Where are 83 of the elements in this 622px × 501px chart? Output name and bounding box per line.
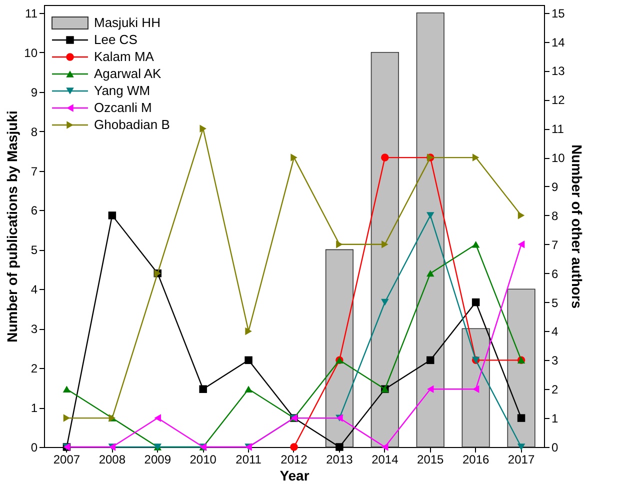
y-tick-label: 11 — [25, 6, 38, 20]
point — [518, 212, 525, 220]
point — [427, 385, 434, 393]
y2-tick-label: 11 — [552, 122, 564, 136]
y2-tick-label: 5 — [552, 296, 558, 310]
y-tick-label: 7 — [30, 164, 38, 178]
point — [517, 414, 526, 422]
x-tick-label: 2013 — [326, 452, 354, 466]
y-axis-title: Number of publications by Masjuki — [4, 110, 20, 342]
y2-tick-label: 7 — [552, 238, 558, 252]
point — [245, 327, 252, 336]
y-tick-label: 1 — [30, 401, 38, 416]
bar — [507, 288, 536, 448]
x-tick-label: 2015 — [417, 452, 444, 466]
point — [382, 240, 388, 248]
bar — [370, 52, 399, 448]
x-tick-label: 2009 — [144, 452, 172, 466]
x-tick-label: 2010 — [190, 452, 217, 466]
y2-tick-label: 9 — [552, 180, 558, 194]
x-tick-label: 2017 — [508, 452, 535, 466]
x-axis-title: Year — [280, 468, 310, 484]
y2-tick-label: 6 — [552, 266, 558, 281]
x-tick-label: 2012 — [280, 452, 308, 466]
point — [472, 385, 480, 393]
y2-tick-label: 2 — [552, 382, 558, 397]
legend-label: Yang WM — [94, 83, 150, 98]
point — [244, 356, 252, 364]
legend-label: Ghobadian B — [94, 117, 170, 132]
point — [472, 298, 480, 306]
point — [472, 154, 480, 162]
y-tick-label: 9 — [30, 85, 38, 100]
y2-axis-title: Number of other authors — [568, 144, 585, 309]
point — [382, 443, 388, 451]
y-tick-label: 8 — [30, 124, 38, 139]
legend-label: Lee CS — [94, 32, 138, 47]
point — [63, 414, 70, 422]
point — [154, 414, 161, 422]
point — [290, 443, 298, 451]
x-tick-label: 2016 — [462, 452, 490, 466]
y2-tick-label: 14 — [552, 35, 566, 50]
point — [472, 241, 480, 248]
y-tick-label: 5 — [30, 243, 38, 258]
point — [426, 356, 434, 364]
point — [62, 386, 71, 392]
y-tick-label: 6 — [30, 204, 38, 218]
point — [290, 154, 298, 162]
point — [244, 386, 252, 392]
y2-tick-label: 10 — [552, 151, 566, 166]
y2-tick-label: 3 — [552, 354, 558, 368]
y2-tick-label: 8 — [552, 208, 558, 223]
bar — [325, 249, 354, 448]
point — [426, 270, 434, 277]
legend-label: Agarwal AK — [94, 66, 162, 81]
y-tick-label: 10 — [24, 46, 38, 60]
y-tick-label: 2 — [30, 362, 38, 376]
y2-tick-label: 12 — [552, 93, 566, 108]
point — [336, 443, 344, 451]
point — [517, 444, 526, 450]
point — [518, 240, 525, 248]
y2-tick-label: 0 — [552, 440, 558, 454]
y2-tick-label: 13 — [552, 64, 566, 78]
y2-tick-label: 1 — [552, 412, 558, 426]
x-tick-label: 2011 — [236, 452, 262, 466]
legend-label: Ozcanli M — [94, 100, 152, 115]
bar — [416, 12, 444, 448]
y-tick-label: 0 — [30, 440, 38, 454]
x-tick-label: 2007 — [53, 452, 80, 466]
legend-label: Masjuki HH — [94, 15, 160, 30]
x-tick-label: 2008 — [98, 452, 126, 466]
bar — [462, 328, 490, 448]
point — [381, 154, 389, 162]
point — [199, 385, 207, 393]
point — [108, 212, 116, 220]
point — [336, 240, 343, 248]
legend-label: Kalam MA — [94, 49, 154, 64]
point — [200, 124, 206, 132]
y2-tick-label: 15 — [552, 6, 566, 20]
y-tick-label: 3 — [30, 322, 38, 336]
point — [426, 212, 434, 219]
point — [381, 298, 389, 306]
y2-tick-label: 4 — [552, 324, 558, 339]
y-tick-label: 4 — [30, 282, 38, 297]
x-tick-label: 2014 — [372, 452, 399, 466]
